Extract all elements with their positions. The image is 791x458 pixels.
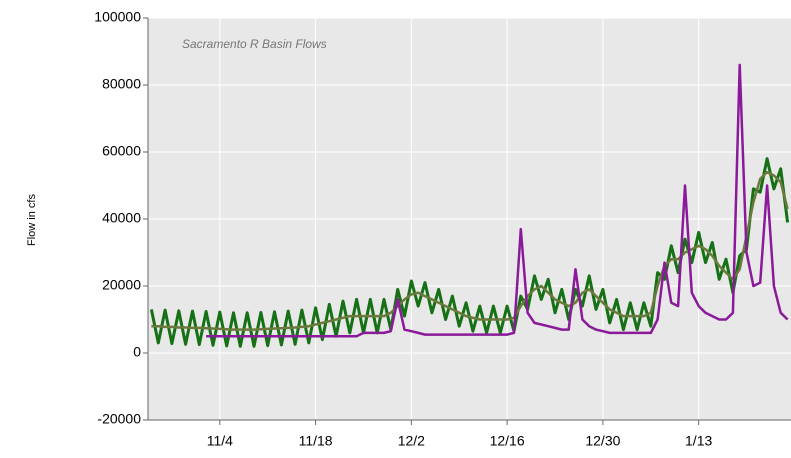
series-line [206, 63, 789, 338]
x-tick-label: 12/30 [585, 433, 620, 449]
x-tick-label: 11/4 [207, 433, 233, 449]
x-tick-label: 1/13 [685, 433, 712, 449]
x-tick-label: 11/18 [299, 433, 333, 449]
y-tick-label: -20000 [97, 411, 141, 427]
y-axis-label: Flow in cfs [26, 194, 38, 246]
lines [149, 63, 790, 348]
chart-title: Sacramento R Basin Flows [182, 37, 327, 51]
y-tick-label: 20000 [102, 277, 141, 293]
y-tick-label: 100000 [94, 9, 141, 25]
x-tick-label: 12/16 [490, 433, 525, 449]
y-tick-label: 0 [133, 344, 141, 360]
y-tick-label: 40000 [102, 210, 141, 226]
grid [148, 17, 791, 421]
y-tick-label: 60000 [102, 143, 141, 159]
x-tick-label: 12/2 [398, 433, 425, 449]
y-tick-label: 80000 [102, 76, 141, 92]
